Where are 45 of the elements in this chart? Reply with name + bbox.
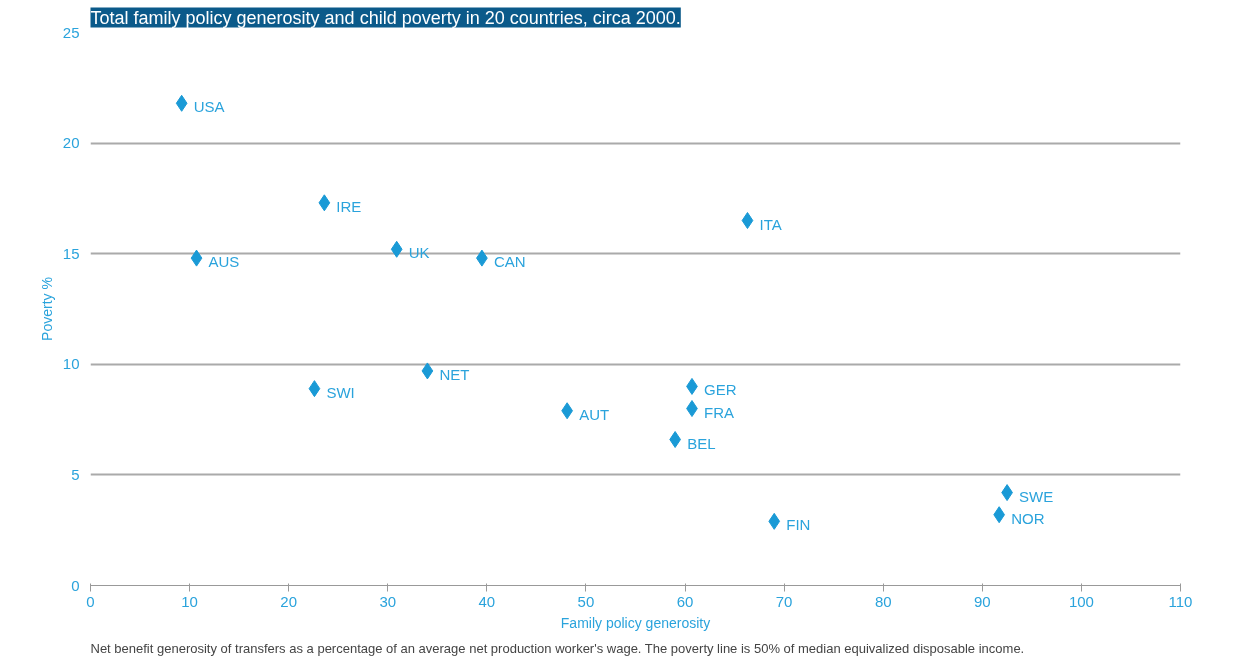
y-tick-label: 20 [62, 134, 80, 152]
x-tick-label: 30 [379, 592, 397, 610]
x-axis-title: Family policy generosity [560, 614, 711, 631]
point [390, 240, 403, 258]
point [190, 249, 203, 267]
y-tick-label: 15 [62, 244, 80, 262]
y-tick-label: 5 [71, 465, 80, 483]
x-tick-label: 20 [280, 592, 298, 610]
point [308, 380, 321, 398]
point [175, 94, 188, 112]
x-tick-label: 100 [1068, 592, 1094, 610]
annotation: IRE [336, 197, 362, 215]
annotation: NOR [1011, 509, 1045, 527]
annotation: CAN [493, 253, 526, 271]
x-tick-label: 70 [775, 592, 793, 610]
y-axis-title: Poverty % [38, 277, 55, 341]
y-tick-label: 10 [62, 355, 80, 373]
x-tick-label: 60 [676, 592, 694, 610]
x-tick-label: 0 [86, 592, 95, 610]
annotation: SWI [326, 383, 355, 401]
point [741, 212, 754, 230]
y-tick-label: 0 [71, 576, 80, 594]
annotation: FRA [703, 403, 734, 421]
x-tick-label: 50 [577, 592, 595, 610]
x-tick-label: 80 [874, 592, 892, 610]
x-tick-label: 110 [1168, 592, 1193, 610]
annotation: UK [408, 244, 430, 262]
point [421, 362, 434, 380]
x-tick-label: 40 [478, 592, 496, 610]
annotation: AUS [208, 253, 240, 271]
annotation: ITA [759, 215, 782, 233]
x-tick-label: 10 [181, 592, 198, 610]
point [768, 512, 781, 530]
annotation: SWE [1019, 487, 1054, 505]
text: Net benefit generosity of transfers as a percentage of an average net production worker's wage. The poverty line is 50% of median equivalized disposable income. [90, 640, 1025, 656]
annotation: GER [703, 381, 737, 399]
x-tick-label: 90 [973, 592, 991, 610]
annotation: NET [439, 365, 470, 383]
y-tick-label: 25 [62, 23, 80, 41]
point [318, 194, 331, 212]
annotation: USA [193, 98, 225, 116]
annotation: AUT [579, 405, 610, 423]
chart-title: Total family policy generosity and child poverty in 20 countries, circa 2000. [90, 7, 681, 28]
annotation: BEL [687, 434, 716, 452]
annotation: FIN [786, 516, 811, 534]
